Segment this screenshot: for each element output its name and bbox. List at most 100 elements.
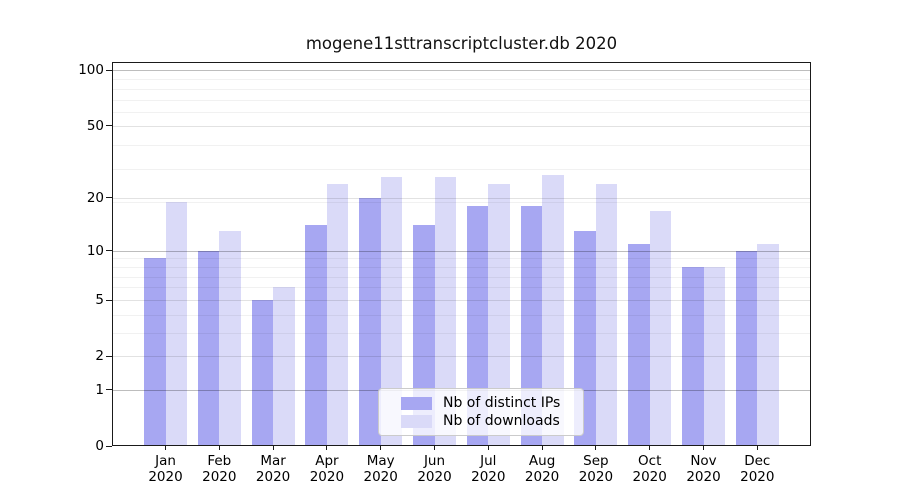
bar-jan-downloads xyxy=(165,201,187,446)
x-tick-mark xyxy=(756,446,758,450)
x-tick-label: Sep 2020 xyxy=(567,453,625,485)
x-tick-year: 2020 xyxy=(686,468,721,485)
x-tick-mark xyxy=(649,446,651,450)
x-tick-year: 2020 xyxy=(578,468,614,485)
x-tick-label: Oct 2020 xyxy=(621,453,679,485)
y-tick-mark xyxy=(106,250,112,252)
y-tick-label: 2 xyxy=(95,348,104,365)
legend-label: Nb of distinct IPs xyxy=(443,395,561,411)
x-tick-month: May xyxy=(366,453,395,469)
y-tick-mark xyxy=(106,445,112,447)
x-tick-month: Mar xyxy=(260,453,286,469)
bar-dec-ips xyxy=(735,250,758,446)
plot-area xyxy=(112,62,811,446)
bar-aug-downloads xyxy=(542,174,564,446)
bar-nov-ips xyxy=(682,266,704,446)
x-tick-mark xyxy=(165,446,166,450)
gridline xyxy=(112,125,811,127)
x-tick-month: Apr xyxy=(315,453,339,469)
gridline xyxy=(112,79,811,81)
gridline xyxy=(112,99,811,101)
y-tick-mark xyxy=(106,125,112,127)
x-tick-mark xyxy=(434,446,435,450)
y-tick-label: 5 xyxy=(95,292,104,309)
x-tick-year: 2020 xyxy=(417,468,452,485)
legend-swatch xyxy=(401,396,432,410)
bar-nov-downloads xyxy=(703,266,725,446)
x-tick-month: Jul xyxy=(480,453,497,469)
bar-dec-downloads xyxy=(757,243,779,446)
bar-jun-downloads xyxy=(434,177,456,446)
x-tick-mark xyxy=(541,446,543,450)
x-tick-year: 2020 xyxy=(309,468,345,485)
bar-feb-ips xyxy=(197,250,220,446)
bar-feb-downloads xyxy=(219,230,241,446)
x-tick-mark xyxy=(218,446,220,450)
bar-oct-downloads xyxy=(649,210,672,446)
chart-title: mogene11sttranscriptcluster.db 2020 xyxy=(305,34,618,53)
y-tick-label: 0 xyxy=(95,438,104,454)
bar-jul-downloads xyxy=(488,183,510,446)
x-tick-year: 2020 xyxy=(363,468,398,485)
gridline xyxy=(112,168,811,170)
y-tick-label: 100 xyxy=(78,62,104,78)
gridline xyxy=(112,197,811,199)
y-tick-label: 20 xyxy=(86,189,104,206)
gridline xyxy=(112,70,811,71)
x-tick-year: 2020 xyxy=(148,468,183,485)
x-tick-label: Apr 2020 xyxy=(298,453,356,485)
x-tick-label: Jan 2020 xyxy=(137,453,195,485)
y-tick-mark xyxy=(106,389,112,391)
x-tick-mark xyxy=(380,446,382,450)
y-tick-label: 1 xyxy=(95,381,104,398)
bar-may-downloads xyxy=(380,177,403,446)
x-tick-mark xyxy=(703,446,704,450)
legend: Nb of distinct IPs Nb of downloads xyxy=(378,388,584,436)
bar-apr-downloads xyxy=(326,183,349,446)
x-tick-year: 2020 xyxy=(202,468,237,485)
bar-aug-ips xyxy=(520,206,543,446)
bar-jan-ips xyxy=(144,258,166,446)
x-tick-label: Aug 2020 xyxy=(513,453,571,485)
x-tick-label: Nov 2020 xyxy=(675,453,733,485)
x-tick-month: Oct xyxy=(638,453,662,469)
y-tick-mark xyxy=(106,299,112,301)
legend-item: Nb of downloads xyxy=(387,412,575,430)
x-tick-label: Feb 2020 xyxy=(190,453,248,485)
bar-may-ips xyxy=(359,197,381,446)
x-tick-month: Dec xyxy=(744,453,771,469)
x-tick-mark xyxy=(595,446,597,450)
x-tick-label: Jun 2020 xyxy=(406,453,464,485)
x-tick-mark xyxy=(272,446,274,450)
x-tick-mark xyxy=(326,446,328,450)
gridline xyxy=(112,145,811,147)
y-tick-mark xyxy=(106,69,112,71)
x-tick-month: Jun xyxy=(423,453,446,469)
legend-swatch xyxy=(401,414,432,428)
y-tick-label: 10 xyxy=(86,242,104,259)
x-tick-label: May 2020 xyxy=(352,453,410,485)
x-tick-year: 2020 xyxy=(471,468,506,485)
y-tick-label: 50 xyxy=(86,117,104,134)
x-tick-month: Feb xyxy=(207,453,232,469)
bar-mar-downloads xyxy=(273,287,295,446)
x-tick-year: 2020 xyxy=(524,468,560,485)
y-tick-mark xyxy=(106,355,112,357)
bar-sep-downloads xyxy=(595,183,618,446)
bar-apr-ips xyxy=(305,225,327,446)
bar-jul-ips xyxy=(466,206,489,446)
x-tick-year: 2020 xyxy=(740,468,775,485)
legend-item: Nb of distinct IPs xyxy=(387,394,575,412)
bar-oct-ips xyxy=(628,243,650,446)
gridline xyxy=(112,201,811,203)
y-tick-mark xyxy=(106,197,112,199)
x-tick-month: Jan xyxy=(155,453,176,469)
legend-label: Nb of downloads xyxy=(443,413,560,429)
x-tick-label: Dec 2020 xyxy=(728,453,786,485)
x-tick-label: Jul 2020 xyxy=(459,453,517,485)
gridline xyxy=(112,88,811,90)
x-tick-year: 2020 xyxy=(632,468,667,485)
gridline xyxy=(112,112,811,114)
bar-mar-ips xyxy=(251,300,274,446)
